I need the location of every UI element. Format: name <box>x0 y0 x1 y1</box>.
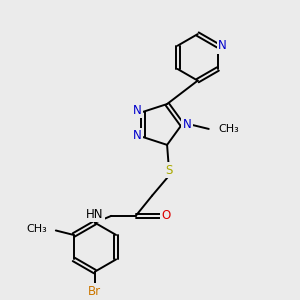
Text: CH₃: CH₃ <box>218 124 239 134</box>
Text: N: N <box>133 129 142 142</box>
Text: O: O <box>162 209 171 222</box>
Text: CH₃: CH₃ <box>26 224 47 234</box>
Text: N: N <box>218 39 227 52</box>
Text: HN: HN <box>86 208 104 221</box>
Text: N: N <box>183 118 192 131</box>
Text: N: N <box>133 104 142 117</box>
Text: S: S <box>165 164 172 177</box>
Text: Br: Br <box>88 284 101 298</box>
